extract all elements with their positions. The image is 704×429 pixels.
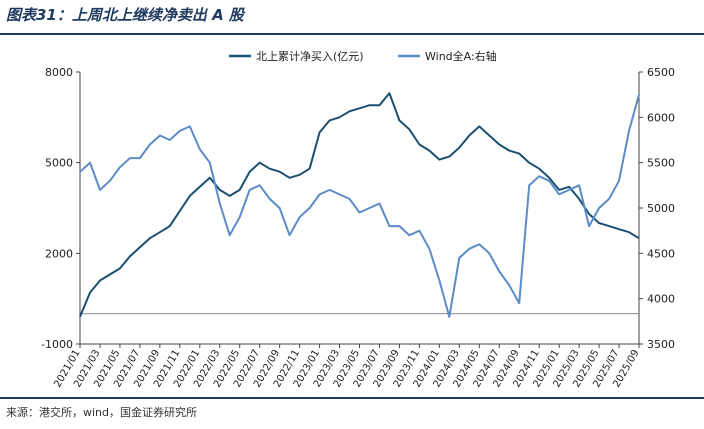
left-axis-tick-label: 8000 [45, 66, 73, 79]
left-axis-tick-label: -1000 [41, 338, 73, 351]
series-line-2 [79, 94, 640, 318]
right-axis-tick-label: 4000 [647, 293, 675, 306]
right-axis-tick-label: 6500 [647, 66, 675, 79]
right-axis-tick-label: 6000 [647, 111, 675, 124]
left-axis-tick-label: 5000 [45, 157, 73, 170]
right-axis-tick-label: 3500 [647, 338, 675, 351]
line-chart: -1000 2000 5000 8000 3500 4000 4500 5000 5500 600… [41, 49, 675, 389]
figure-title: 图表31：上周北上继续净卖出 A 股 [6, 6, 244, 24]
title-rule [0, 33, 704, 35]
series-line-1 [79, 92, 640, 318]
legend-label-2: Wind全A:右轴 [425, 49, 497, 63]
right-axis-tick-label: 5500 [647, 157, 675, 170]
left-axis-tick-label: 2000 [45, 247, 73, 260]
legend-label-1: 北上累计净买入(亿元) [256, 49, 364, 63]
source-note: 来源：港交所，wind，国金证券研究所 [6, 406, 198, 419]
footer-rule [0, 397, 704, 399]
right-axis-tick-label: 5000 [647, 202, 675, 215]
right-axis-tick-label: 4500 [647, 247, 675, 260]
